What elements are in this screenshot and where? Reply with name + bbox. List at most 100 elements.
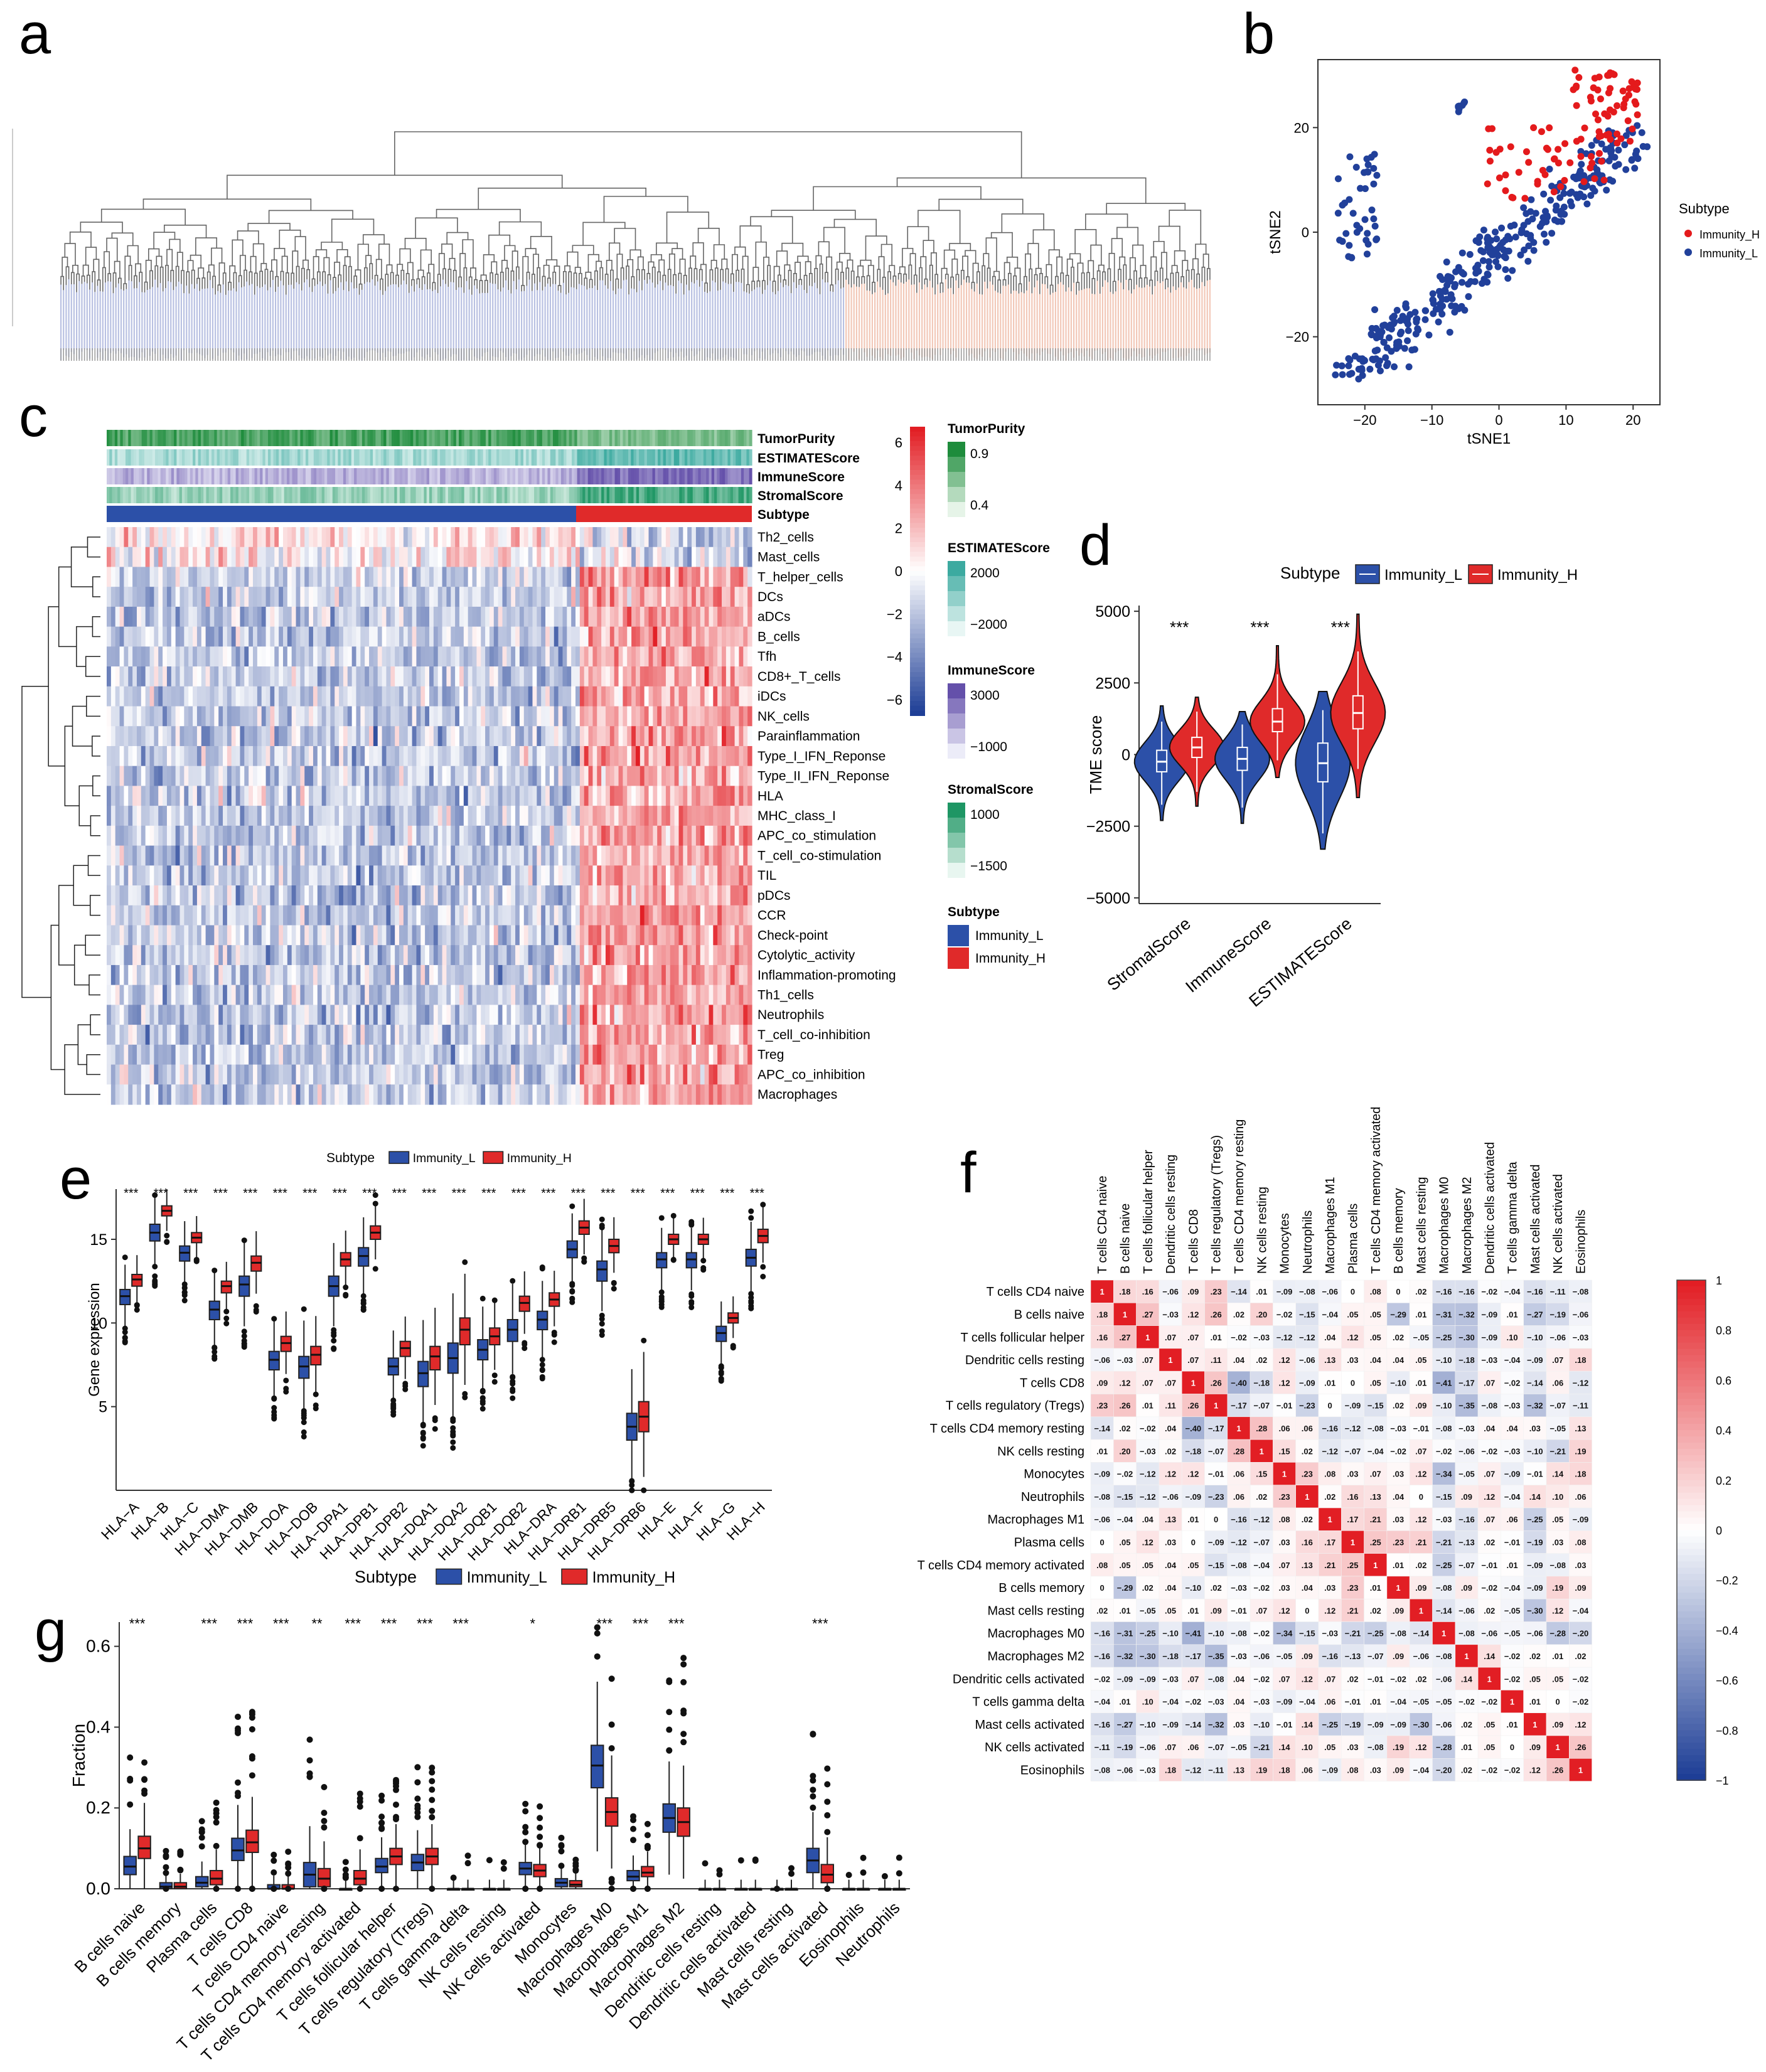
heatmap-cell: [249, 587, 254, 607]
heatmap-cell: [558, 745, 564, 767]
heatmap-cell: [317, 745, 323, 767]
heatmap-cell: [429, 686, 434, 707]
annotation-cell: [378, 430, 382, 446]
branch: [311, 278, 316, 292]
heatmap-cell: [644, 706, 650, 727]
heatmap-cell: [549, 686, 555, 707]
annotation-cell: [356, 430, 360, 446]
annotation-cell: [346, 430, 350, 446]
annotation-cell: [537, 430, 540, 446]
heatmap-cell: [287, 706, 292, 727]
heatmap-cell: [390, 646, 395, 667]
point-immunity-l: [1405, 363, 1413, 371]
heatmap-cell: [119, 726, 125, 747]
heatmap-cell: [313, 547, 318, 568]
branch: [343, 265, 347, 291]
annotation-cell: [284, 430, 287, 446]
heatmap-cell: [193, 686, 198, 707]
heatmap-cell: [523, 587, 529, 607]
heatmap-cell: [249, 706, 254, 727]
annotation-cell: [365, 449, 368, 466]
heatmap-cell: [523, 766, 529, 787]
heatmap-cell: [665, 646, 671, 667]
heatmap-cell: [429, 547, 434, 568]
annotation-cell: [429, 487, 432, 503]
annotation-cell: [405, 468, 409, 484]
heatmap-cell: [692, 766, 697, 787]
heatmap-cell: [107, 606, 112, 627]
heatmap-cell: [115, 806, 120, 826]
annotation-cell: [606, 430, 610, 446]
branch: [237, 230, 259, 244]
annotation-cell: [313, 449, 317, 466]
branch: [212, 275, 216, 295]
heatmap-cell: [149, 587, 154, 607]
point-immunity-l: [1363, 250, 1371, 258]
heatmap-cell: [244, 666, 249, 687]
annotation-cell: [493, 468, 497, 484]
annotation-cell: [591, 468, 594, 484]
heatmap-cell: [201, 745, 206, 767]
annotation-cell: [741, 468, 744, 484]
annotation-cell: [181, 487, 185, 503]
heatmap-cell: [386, 606, 391, 627]
heatmap-cell: [179, 646, 185, 667]
annotation-cell: [313, 487, 317, 503]
heatmap-cell: [678, 766, 683, 787]
heatmap-cell: [640, 686, 645, 707]
annotation-cell: [351, 468, 355, 484]
annotation-cell: [606, 449, 610, 466]
heatmap-cell: [640, 587, 645, 607]
heatmap-cell: [631, 745, 636, 767]
heatmap-cell: [124, 646, 129, 667]
heatmap-cell: [653, 646, 658, 667]
heatmap-cell: [373, 706, 378, 727]
heatmap-cell: [279, 726, 284, 747]
annotation-cell: [246, 487, 250, 503]
heatmap-cell: [386, 806, 391, 826]
heatmap-cell: [231, 766, 237, 787]
annotation-cell: [582, 487, 586, 503]
heatmap-cell: [640, 706, 645, 727]
heatmap-cell: [128, 527, 133, 548]
annotation-cell: [682, 487, 685, 503]
heatmap-cell: [171, 646, 176, 667]
heatmap-cell: [588, 606, 594, 627]
heatmap-cell: [244, 786, 249, 806]
heatmap-cell: [429, 626, 434, 647]
annotation-cell: [677, 487, 680, 503]
annotation-cell: [300, 449, 304, 466]
heatmap-cell: [334, 745, 340, 767]
heatmap-cell: [481, 686, 486, 707]
heatmap-cell: [468, 706, 473, 727]
annotation-cell: [515, 468, 518, 484]
heatmap-cell: [635, 666, 641, 687]
heatmap-cell: [304, 706, 309, 727]
annotation-cell: [378, 449, 382, 466]
branch: [135, 263, 142, 276]
annotation-cell: [447, 487, 451, 503]
heatmap-cell: [579, 646, 585, 667]
point-immunity-h: [1546, 124, 1553, 132]
heatmap-cell: [196, 587, 202, 607]
annotation-cell: [193, 430, 196, 446]
heatmap-cell: [313, 626, 318, 647]
annotation-cell: [193, 449, 196, 466]
heatmap-cell: [175, 806, 181, 826]
heatmap-cell: [725, 527, 731, 548]
branch: [554, 265, 560, 286]
heatmap-cell: [274, 606, 279, 627]
heatmap-cell: [567, 726, 572, 747]
point-immunity-h: [1561, 177, 1568, 184]
heatmap-cell: [597, 666, 602, 687]
heatmap-cell: [498, 666, 503, 687]
heatmap-cell: [399, 806, 404, 826]
heatmap-cell: [541, 666, 546, 687]
annotation-cell: [147, 430, 151, 446]
heatmap-cell: [743, 706, 748, 727]
heatmap-cell: [584, 606, 589, 627]
heatmap-cell: [515, 547, 520, 568]
annotation-cell: [534, 449, 537, 466]
annotation-cell: [537, 468, 540, 484]
annotation-cell: [706, 468, 710, 484]
